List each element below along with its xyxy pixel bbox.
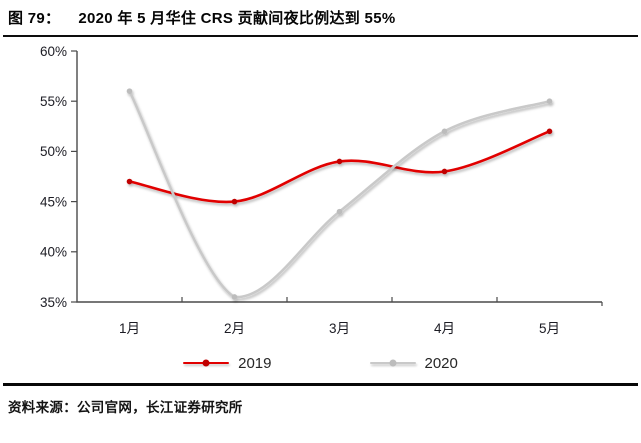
- legend-marker-2020: [389, 359, 396, 367]
- y-tick-label: 55%: [40, 94, 67, 109]
- data-point-marker-2019: [441, 168, 448, 175]
- data-point-marker-2020: [126, 88, 133, 94]
- x-tick-label: 5月: [539, 321, 560, 336]
- title-divider: [3, 35, 638, 37]
- y-tick-label: 40%: [40, 245, 67, 260]
- source-note: 资料来源：公司官网，长江证券研究所: [0, 386, 641, 416]
- figure-title: 2020 年 5 月华住 CRS 贡献间夜比例达到 55%: [78, 10, 396, 27]
- series-2020-line: [128, 89, 551, 299]
- chart-legend: 2019 2020: [0, 350, 641, 376]
- legend-line-2020-swatch: [369, 359, 416, 367]
- legend-label-2019: 2019: [238, 354, 272, 372]
- legend-label-2020: 2020: [424, 354, 458, 372]
- figure-header: 图 79： 2020 年 5 月华住 CRS 贡献间夜比例达到 55%: [0, 0, 641, 28]
- y-tick-label: 35%: [40, 295, 67, 310]
- data-point-marker-2019: [126, 178, 133, 185]
- legend-item-2020: 2020: [369, 354, 458, 372]
- legend-line-2019-swatch: [183, 359, 230, 367]
- data-point-marker-2019: [546, 128, 553, 135]
- x-tick-label: 3月: [329, 321, 350, 336]
- data-point-marker-2020: [231, 294, 238, 300]
- y-tick-label: 60%: [40, 45, 67, 59]
- footer-divider: [3, 383, 638, 386]
- axis-lines: [76, 51, 602, 303]
- data-point-marker-2020: [546, 98, 553, 104]
- data-point-marker-2019: [336, 158, 343, 165]
- x-tick-label: 1月: [119, 321, 140, 336]
- series-2019-line: [128, 130, 551, 204]
- data-point-marker-2020: [336, 208, 343, 215]
- legend-item-2019: 2019: [183, 354, 272, 372]
- source-label: 资料来源：: [8, 400, 77, 415]
- x-tick-label: 4月: [434, 321, 455, 336]
- x-tick-label: 2月: [224, 321, 245, 336]
- source-text: 公司官网，长江证券研究所: [77, 400, 243, 415]
- figure-number: 图 79：: [8, 10, 61, 27]
- series-2020: [126, 88, 553, 300]
- data-point-marker-2020: [441, 128, 448, 135]
- chart-canvas: 35% 40% 45% 50% 55% 60% 1月 2月 3月 4月 5月: [40, 45, 603, 336]
- line-chart: 35% 40% 45% 50% 55% 60% 1月 2月 3月 4月 5月: [40, 45, 603, 336]
- data-point-marker-2019: [231, 198, 238, 205]
- legend-marker-2019: [202, 359, 210, 367]
- series-2019: [126, 128, 553, 205]
- y-tick-label: 45%: [40, 194, 67, 209]
- y-tick-label: 50%: [40, 144, 67, 159]
